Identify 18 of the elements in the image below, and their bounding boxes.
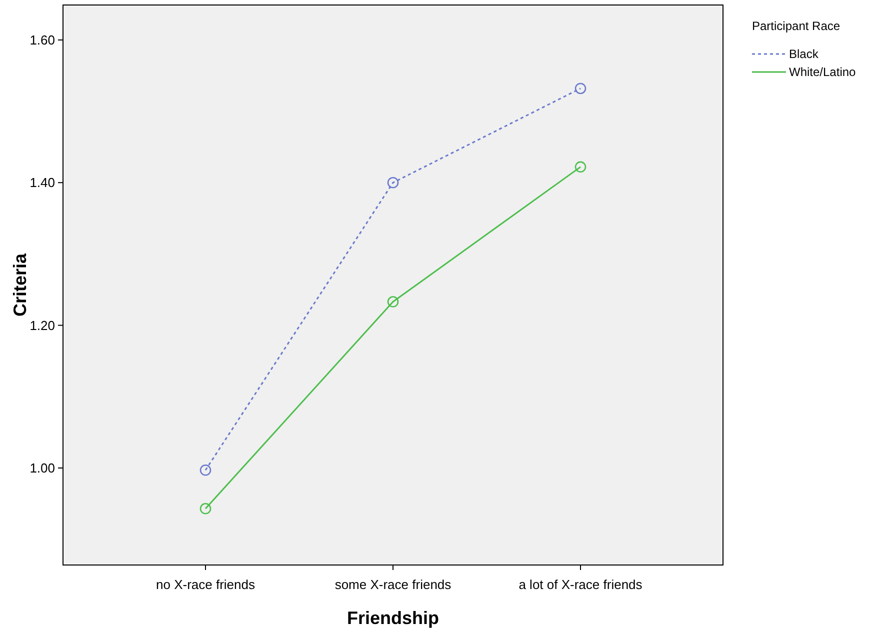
x-tick-label: some X-race friends [334,577,452,592]
y-axis-title: Criteria [10,252,30,317]
legend-title: Participant Race [752,19,840,33]
x-tick-label: no X-race friends [156,577,256,592]
point [200,502,212,514]
point [574,82,586,94]
point [200,464,212,476]
x-tick-label: a lot of X-race friends [518,577,643,592]
legend-label: Black [789,47,820,62]
point [387,176,399,188]
y-tick-label: 1.00 [30,460,55,476]
y-tick-label: 1.20 [30,318,55,333]
x-axis-title: Friendship [346,608,440,628]
point [387,296,399,308]
legend-label: White/Latino [789,65,856,80]
point [574,161,586,173]
y-tick-label: 1.40 [30,175,55,190]
y-tick-label: 1.60 [30,32,55,48]
